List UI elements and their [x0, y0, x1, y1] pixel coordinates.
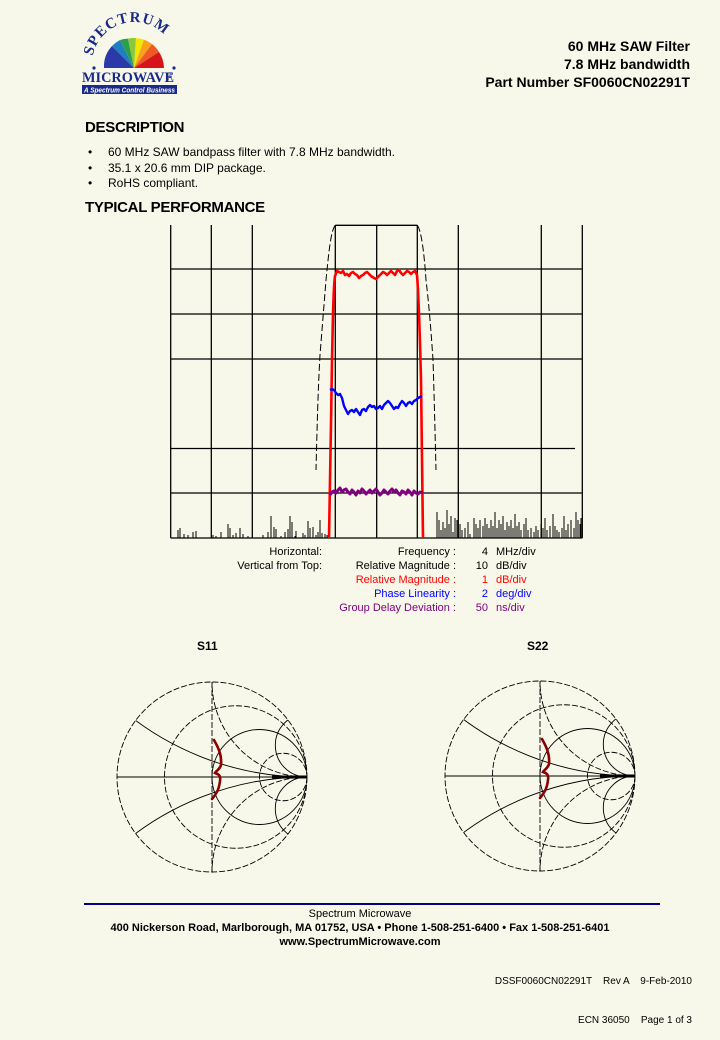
- list-item: 35.1 x 20.6 mm DIP package.: [88, 161, 395, 177]
- product-bandwidth: 7.8 MHz bandwidth: [564, 56, 690, 72]
- magnitude-10db-trace: [315, 224, 437, 471]
- svg-text:A Spectrum Control Business: A Spectrum Control Business: [83, 88, 175, 95]
- part-number: Part Number SF0060CN02291T: [485, 74, 690, 90]
- product-title: 60 MHz SAW Filter: [567, 38, 690, 54]
- magnitude-1db-trace: [327, 268, 425, 539]
- s11-trace: [210, 738, 223, 801]
- logo-rainbow-icon: SPECTRUM MICROWAVE INC. A Spectrum Contr…: [81, 12, 177, 95]
- company-logo: SPECTRUM MICROWAVE INC. A Spectrum Contr…: [78, 12, 190, 98]
- product-header: 60 MHz SAW Filter 7.8 MHz bandwidth Part…: [485, 37, 690, 91]
- performance-heading: TYPICAL PERFORMANCE: [85, 199, 265, 216]
- s22-trace: [538, 737, 551, 800]
- list-item: RoHS compliant.: [88, 176, 395, 192]
- document-number-rev-date: DSSF0060CN02291T Rev A 9-Feb-2010: [494, 976, 692, 987]
- ecn-page-number: ECN 36050 Page 1 of 3: [578, 1015, 692, 1026]
- legend-row-phase: Phase Linearity : 2 deg/div: [374, 588, 532, 600]
- legend-row-group-delay: Group Delay Deviation : 50 ns/div: [339, 602, 525, 614]
- document-info: DSSF0060CN02291T Rev A 9-Feb-2010 ECN 36…: [495, 949, 692, 1040]
- legend-row-magnitude-10db: Vertical from Top: Relative Magnitude : …: [237, 560, 527, 572]
- performance-chart: [170, 224, 583, 539]
- s22-title: S22: [527, 639, 549, 653]
- s22-smith-chart: [444, 680, 636, 872]
- s11-smith-chart: [116, 681, 308, 873]
- footer-address: 400 Nickerson Road, Marlborough, MA 0175…: [110, 922, 610, 934]
- chart-legend: Horizontal: Frequency : 4 MHz/div Vertic…: [230, 545, 550, 615]
- list-item: 60 MHz SAW bandpass filter with 7.8 MHz …: [88, 145, 395, 161]
- svg-text:INC.: INC.: [166, 72, 172, 82]
- legend-row-horizontal: Horizontal: Frequency : 4 MHz/div: [269, 546, 536, 558]
- legend-row-magnitude-1db: Relative Magnitude : 1 dB/div: [355, 574, 527, 586]
- footer-website[interactable]: www.SpectrumMicrowave.com: [279, 936, 441, 948]
- footer-rule-accent: [592, 902, 660, 905]
- description-list: 60 MHz SAW bandpass filter with 7.8 MHz …: [88, 145, 395, 192]
- phase-linearity-trace: [329, 387, 423, 417]
- svg-text:MICROWAVE: MICROWAVE: [82, 70, 174, 86]
- footer-company: Spectrum Microwave: [308, 908, 412, 920]
- s11-title: S11: [197, 639, 218, 653]
- footer-rule: [84, 903, 660, 905]
- description-heading: DESCRIPTION: [85, 119, 185, 136]
- group-delay-trace: [328, 486, 424, 497]
- stopband-noise: [177, 510, 582, 538]
